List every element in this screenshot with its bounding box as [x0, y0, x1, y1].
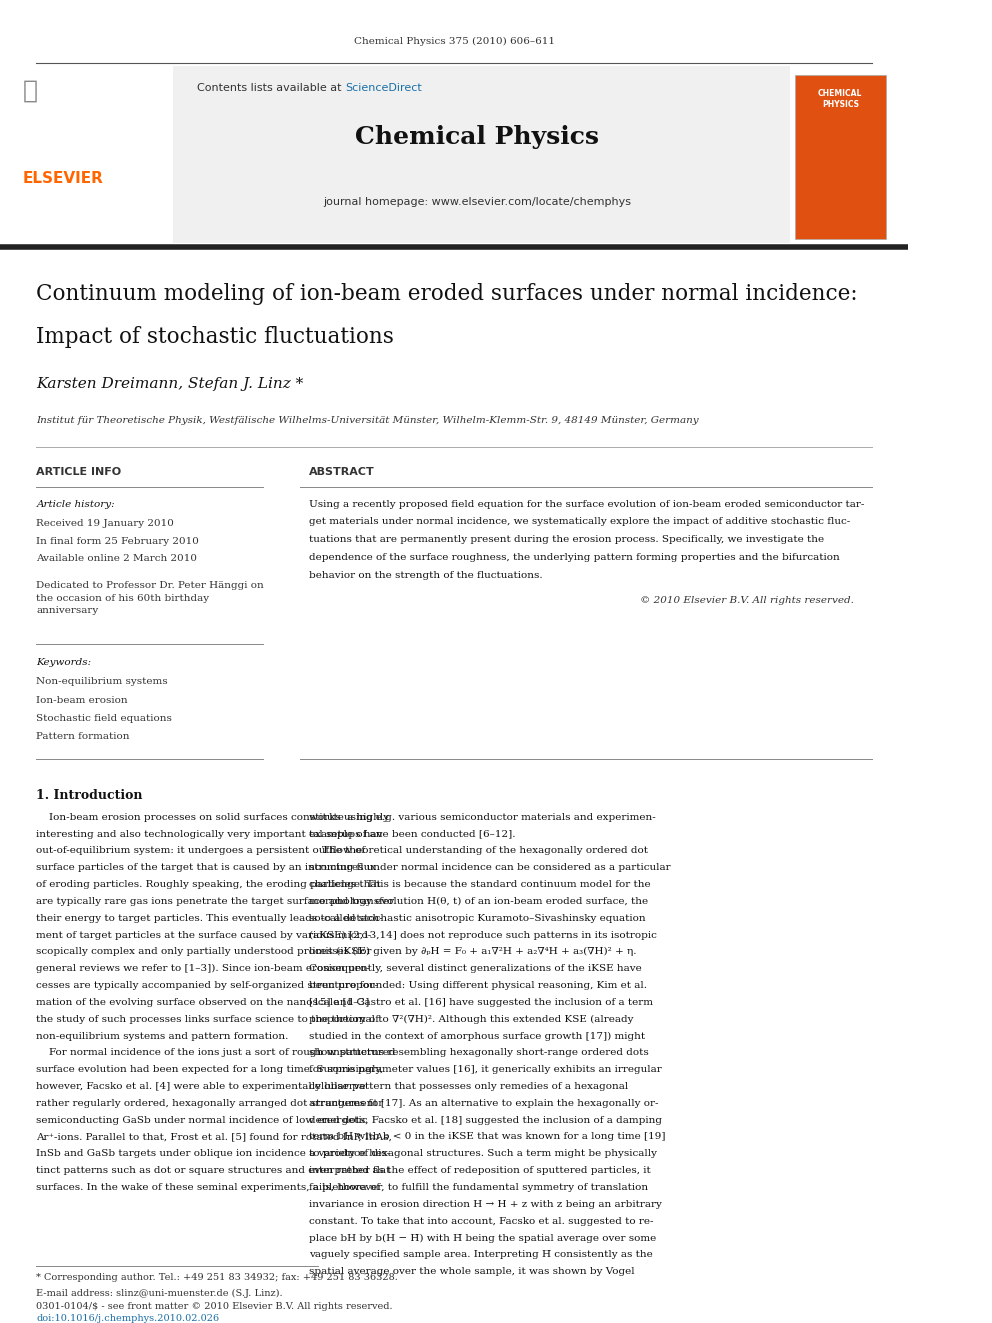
Text: dered dots, Facsko et al. [18] suggested the inclusion of a damping: dered dots, Facsko et al. [18] suggested…: [309, 1115, 662, 1125]
Text: limit (iKSE) given by ∂ₚH = F₀ + a₁∇²H + a₂∇⁴H + a₃(∇H)² + η.: limit (iKSE) given by ∂ₚH = F₀ + a₁∇²H +…: [309, 947, 636, 957]
Text: Dedicated to Professor Dr. Peter Hänggi on
the occasion of his 60th birthday
ann: Dedicated to Professor Dr. Peter Hänggi …: [37, 581, 264, 615]
Text: ABSTRACT: ABSTRACT: [309, 467, 375, 476]
Text: tinct patterns such as dot or square structures and even rather flat: tinct patterns such as dot or square str…: [37, 1166, 391, 1175]
Text: mation of the evolving surface observed on the nanoscale [1–3]: mation of the evolving surface observed …: [37, 998, 370, 1007]
Text: 0301-0104/$ - see front matter © 2010 Elsevier B.V. All rights reserved.: 0301-0104/$ - see front matter © 2010 El…: [37, 1302, 393, 1311]
Text: CHEMICAL
PHYSICS: CHEMICAL PHYSICS: [818, 90, 862, 108]
Text: Ion-beam erosion processes on solid surfaces constitute a highly: Ion-beam erosion processes on solid surf…: [37, 812, 390, 822]
Text: arrangement [17]. As an alternative to explain the hexagonally or-: arrangement [17]. As an alternative to e…: [309, 1099, 659, 1107]
Text: Consequently, several distinct generalizations of the iKSE have: Consequently, several distinct generaliz…: [309, 964, 642, 974]
Text: surface evolution had been expected for a long time. Surprisingly,: surface evolution had been expected for …: [37, 1065, 384, 1074]
Text: (aKSE) [2,13,14] does not reproduce such patterns in its isotropic: (aKSE) [2,13,14] does not reproduce such…: [309, 930, 657, 939]
Text: been propounded: Using different physical reasoning, Kim et al.: been propounded: Using different physica…: [309, 980, 647, 990]
Text: general reviews we refer to [1–3]). Since ion-beam erosion pro-: general reviews we refer to [1–3]). Sinc…: [37, 964, 370, 974]
Text: challenge. This is because the standard continuum model for the: challenge. This is because the standard …: [309, 880, 651, 889]
Text: For normal incidence of the ions just a sort of rough unstructured: For normal incidence of the ions just a …: [37, 1048, 396, 1057]
Text: Using a recently proposed field equation for the surface evolution of ion-beam e: Using a recently proposed field equation…: [309, 500, 864, 509]
Text: * Corresponding author. Tel.: +49 251 83 34932; fax: +49 251 83 36328.: * Corresponding author. Tel.: +49 251 83…: [37, 1273, 398, 1282]
Text: their energy to target particles. This eventually leads to a detach-: their energy to target particles. This e…: [37, 914, 383, 922]
Text: so-called stochastic anisotropic Kuramoto–Sivashinsky equation: so-called stochastic anisotropic Kuramot…: [309, 914, 646, 922]
Text: non-equilibrium systems and pattern formation.: non-equilibrium systems and pattern form…: [37, 1032, 289, 1040]
Text: Available online 2 March 2010: Available online 2 March 2010: [37, 553, 197, 562]
Text: constant. To take that into account, Facsko et al. suggested to re-: constant. To take that into account, Fac…: [309, 1217, 654, 1225]
Text: scopically complex and only partially understood processes (for: scopically complex and only partially un…: [37, 947, 372, 957]
Text: invariance in erosion direction H → H + z with z being an arbitrary: invariance in erosion direction H → H + …: [309, 1200, 662, 1209]
Text: place bH by b(H − H̅) with H̅ being the spatial average over some: place bH by b(H − H̅) with H̅ being the …: [309, 1233, 656, 1242]
Text: spatial average over the whole sample, it was shown by Vogel: spatial average over the whole sample, i…: [309, 1267, 635, 1277]
Text: vaguely specified sample area. Interpreting H̅ consistently as the: vaguely specified sample area. Interpret…: [309, 1250, 653, 1259]
Text: 1. Introduction: 1. Introduction: [37, 789, 143, 802]
Text: show patterns resembling hexagonally short-range ordered dots: show patterns resembling hexagonally sho…: [309, 1048, 649, 1057]
Text: cesses are typically accompanied by self-organized structure for-: cesses are typically accompanied by self…: [37, 980, 379, 990]
Text: interesting and also technologically very important example of an: interesting and also technologically ver…: [37, 830, 383, 839]
Text: Non-equilibrium systems: Non-equilibrium systems: [37, 677, 168, 687]
Text: [15] and Castro et al. [16] have suggested the inclusion of a term: [15] and Castro et al. [16] have suggest…: [309, 998, 653, 1007]
Text: Karsten Dreimann, Stefan J. Linz *: Karsten Dreimann, Stefan J. Linz *: [37, 377, 304, 392]
Text: Continuum modeling of ion-beam eroded surfaces under normal incidence:: Continuum modeling of ion-beam eroded su…: [37, 283, 858, 304]
Text: The theoretical understanding of the hexagonally ordered dot: The theoretical understanding of the hex…: [309, 847, 648, 856]
Text: structures under normal incidence can be considered as a particular: structures under normal incidence can be…: [309, 863, 671, 872]
Text: In final form 25 February 2010: In final form 25 February 2010: [37, 537, 199, 545]
Text: semiconducting GaSb under normal incidence of low energetic: semiconducting GaSb under normal inciden…: [37, 1115, 368, 1125]
Text: © 2010 Elsevier B.V. All rights reserved.: © 2010 Elsevier B.V. All rights reserved…: [640, 595, 854, 605]
Text: Stochastic field equations: Stochastic field equations: [37, 714, 173, 724]
Text: tal setups have been conducted [6–12].: tal setups have been conducted [6–12].: [309, 830, 516, 839]
Text: proportional to ∇²(∇H)². Although this extended KSE (already: proportional to ∇²(∇H)². Although this e…: [309, 1015, 633, 1024]
Text: ELSEVIER: ELSEVIER: [23, 171, 103, 187]
Text: doi:10.1016/j.chemphys.2010.02.026: doi:10.1016/j.chemphys.2010.02.026: [37, 1314, 219, 1323]
Text: ment of target particles at the surface caused by various micro-: ment of target particles at the surface …: [37, 930, 372, 939]
Text: surface particles of the target that is caused by an incoming flux: surface particles of the target that is …: [37, 863, 376, 872]
Text: the study of such processes links surface science to the theory of: the study of such processes links surfac…: [37, 1015, 379, 1024]
Text: out-of-equilibrium system: it undergoes a persistent outflow of: out-of-equilibrium system: it undergoes …: [37, 847, 365, 856]
Text: term bH with b < 0 in the iKSE that was known for a long time [19]: term bH with b < 0 in the iKSE that was …: [309, 1132, 666, 1142]
Text: are typically rare gas ions penetrate the target surface and transfer: are typically rare gas ions penetrate th…: [37, 897, 395, 906]
FancyBboxPatch shape: [173, 66, 791, 243]
Text: surfaces. In the wake of these seminal experiments, a plethora of: surfaces. In the wake of these seminal e…: [37, 1183, 380, 1192]
Text: fails, however, to fulfill the fundamental symmetry of translation: fails, however, to fulfill the fundament…: [309, 1183, 648, 1192]
Text: Received 19 January 2010: Received 19 January 2010: [37, 520, 175, 528]
Text: E-mail address: slinz@uni-muenster.de (S.J. Linz).: E-mail address: slinz@uni-muenster.de (S…: [37, 1289, 283, 1298]
Text: morphology evolution H(θ, t) of an ion-beam eroded surface, the: morphology evolution H(θ, t) of an ion-b…: [309, 897, 648, 906]
Text: Article history:: Article history:: [37, 500, 115, 509]
Text: of eroding particles. Roughly speaking, the eroding particles that: of eroding particles. Roughly speaking, …: [37, 880, 381, 889]
Text: journal homepage: www.elsevier.com/locate/chemphys: journal homepage: www.elsevier.com/locat…: [323, 197, 631, 208]
Text: Ar⁺-ions. Parallel to that, Frost et al. [5] found for rotated InP, InAs,: Ar⁺-ions. Parallel to that, Frost et al.…: [37, 1132, 392, 1142]
Text: studied in the context of amorphous surface growth [17]) might: studied in the context of amorphous surf…: [309, 1032, 645, 1041]
Text: to produce hexagonal structures. Such a term might be physically: to produce hexagonal structures. Such a …: [309, 1150, 657, 1159]
Text: behavior on the strength of the fluctuations.: behavior on the strength of the fluctuat…: [309, 570, 543, 579]
Text: rather regularly ordered, hexagonally arranged dot structures for: rather regularly ordered, hexagonally ar…: [37, 1099, 384, 1107]
Text: Keywords:: Keywords:: [37, 658, 91, 667]
Text: Institut für Theoretische Physik, Westfälische Wilhelms-Universität Münster, Wil: Institut für Theoretische Physik, Westfä…: [37, 415, 699, 425]
Text: Impact of stochastic fluctuations: Impact of stochastic fluctuations: [37, 327, 394, 348]
Text: Contents lists available at: Contents lists available at: [197, 83, 345, 93]
Text: 🌳: 🌳: [23, 79, 38, 103]
Text: InSb and GaSb targets under oblique ion incidence a variety of dis-: InSb and GaSb targets under oblique ion …: [37, 1150, 391, 1159]
Text: get materials under normal incidence, we systematically explore the impact of ad: get materials under normal incidence, we…: [309, 517, 850, 527]
Text: dependence of the surface roughness, the underlying pattern forming properties a: dependence of the surface roughness, the…: [309, 553, 839, 562]
Text: Ion-beam erosion: Ion-beam erosion: [37, 696, 128, 705]
Text: tuations that are permanently present during the erosion process. Specifically, : tuations that are permanently present du…: [309, 536, 824, 544]
Text: however, Facsko et al. [4] were able to experimentally observe: however, Facsko et al. [4] were able to …: [37, 1082, 366, 1091]
Text: Pattern formation: Pattern formation: [37, 733, 130, 741]
Text: works using e.g. various semiconductor materials and experimen-: works using e.g. various semiconductor m…: [309, 812, 656, 822]
Text: ARTICLE INFO: ARTICLE INFO: [37, 467, 121, 476]
Text: Chemical Physics: Chemical Physics: [355, 124, 599, 149]
Text: cellular pattern that possesses only remedies of a hexagonal: cellular pattern that possesses only rem…: [309, 1082, 628, 1091]
Text: for some parameter values [16], it generically exhibits an irregular: for some parameter values [16], it gener…: [309, 1065, 662, 1074]
Text: Chemical Physics 375 (2010) 606–611: Chemical Physics 375 (2010) 606–611: [354, 37, 555, 46]
Text: ScienceDirect: ScienceDirect: [345, 83, 422, 93]
FancyBboxPatch shape: [795, 75, 886, 239]
Text: interpreted as the effect of redeposition of sputtered particles, it: interpreted as the effect of redepositio…: [309, 1166, 651, 1175]
